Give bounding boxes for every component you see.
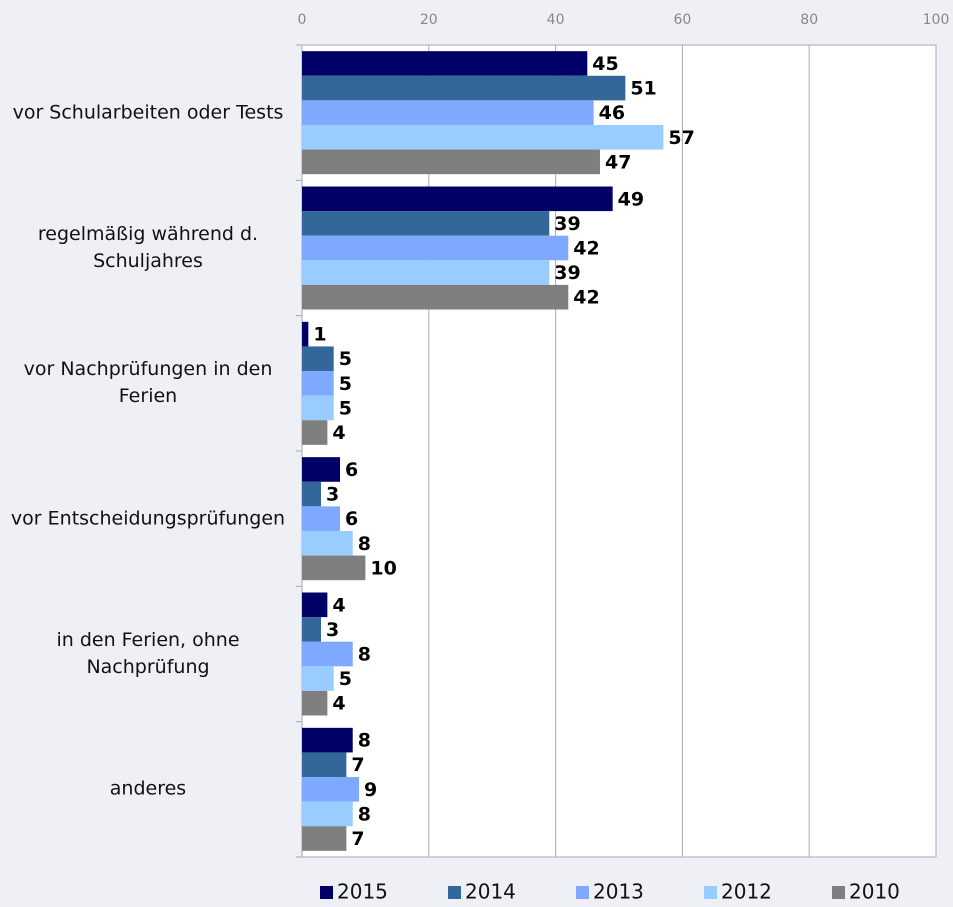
- x-tick-label: 40: [547, 12, 565, 28]
- value-label: 5: [339, 373, 352, 395]
- value-label: 47: [605, 151, 631, 173]
- value-label: 5: [339, 348, 352, 370]
- bar: [302, 752, 347, 778]
- x-tick-label: 20: [420, 12, 438, 28]
- x-tick-label: 80: [800, 12, 818, 28]
- legend-swatch: [320, 886, 333, 899]
- value-label: 1: [313, 324, 326, 346]
- bar: [302, 186, 613, 212]
- bar: [302, 506, 341, 531]
- bar: [302, 530, 353, 556]
- x-tick-label: 0: [298, 12, 307, 28]
- legend-label: 2013: [593, 880, 644, 904]
- x-tick-label: 100: [923, 12, 950, 28]
- bar: [302, 124, 664, 150]
- category-label: in den Ferien, ohne Nachprüfung: [56, 629, 240, 678]
- value-label: 3: [326, 484, 339, 506]
- value-label: 49: [618, 188, 644, 210]
- bar: [302, 346, 334, 372]
- legend-swatch: [704, 886, 717, 899]
- value-label: 8: [358, 730, 371, 752]
- value-label: 3: [326, 619, 339, 641]
- bar: [302, 801, 353, 827]
- legend-label: 2014: [465, 880, 516, 904]
- value-label: 7: [351, 754, 364, 776]
- value-label: 42: [573, 287, 599, 309]
- value-label: 4: [332, 422, 345, 444]
- value-label: 57: [668, 127, 694, 149]
- category-label: vor Schularbeiten oder Tests: [12, 101, 284, 124]
- value-label: 5: [339, 397, 352, 419]
- value-label: 6: [345, 508, 358, 530]
- legend-label: 2015: [337, 880, 388, 904]
- bar: [302, 284, 569, 310]
- legend-label: 2010: [849, 880, 900, 904]
- value-label: 39: [554, 213, 580, 235]
- bar: [302, 777, 360, 802]
- bar: [302, 149, 600, 175]
- bar: [302, 555, 366, 581]
- bar: [302, 641, 353, 667]
- bar: [302, 666, 334, 691]
- legend-label: 2012: [721, 880, 772, 904]
- value-label: 4: [332, 693, 345, 715]
- bar: [302, 617, 322, 642]
- value-label: 51: [630, 78, 656, 100]
- bar: [302, 75, 626, 101]
- value-label: 7: [351, 828, 364, 850]
- bar: [302, 100, 594, 125]
- bar: [302, 457, 341, 482]
- value-label: 39: [554, 262, 580, 284]
- bar: [302, 727, 353, 753]
- bar: [302, 371, 334, 396]
- legend-swatch: [832, 886, 845, 899]
- value-label: 4: [332, 594, 345, 616]
- bar: [302, 481, 322, 507]
- value-label: 8: [358, 644, 371, 666]
- value-label: 42: [573, 238, 599, 260]
- category-label: regelmäßig während d. Schuljahres: [37, 223, 259, 272]
- bar: [302, 51, 588, 76]
- value-label: 10: [370, 557, 396, 579]
- plot-area: [301, 44, 937, 858]
- bar: [302, 420, 328, 445]
- bar: [302, 211, 550, 236]
- category-label: anderes: [109, 777, 187, 800]
- value-label: 46: [599, 102, 625, 124]
- value-label: 8: [358, 803, 371, 825]
- bar: [302, 592, 328, 618]
- bar: [302, 690, 328, 716]
- legend-swatch: [448, 886, 461, 899]
- bar: [302, 260, 550, 285]
- legend-swatch: [576, 886, 589, 899]
- category-label: vor Nachprüfungen in den Ferien: [23, 358, 273, 408]
- x-tick-label: 60: [673, 12, 691, 28]
- bar: [302, 235, 569, 261]
- value-label: 45: [592, 53, 618, 75]
- bar: [302, 395, 334, 421]
- value-label: 9: [364, 779, 377, 801]
- value-label: 8: [358, 533, 371, 555]
- bar: [302, 826, 347, 851]
- value-label: 6: [345, 459, 358, 481]
- bar: [302, 321, 309, 347]
- value-label: 5: [339, 668, 352, 690]
- category-label: vor Entscheidungsprüfungen: [10, 507, 286, 530]
